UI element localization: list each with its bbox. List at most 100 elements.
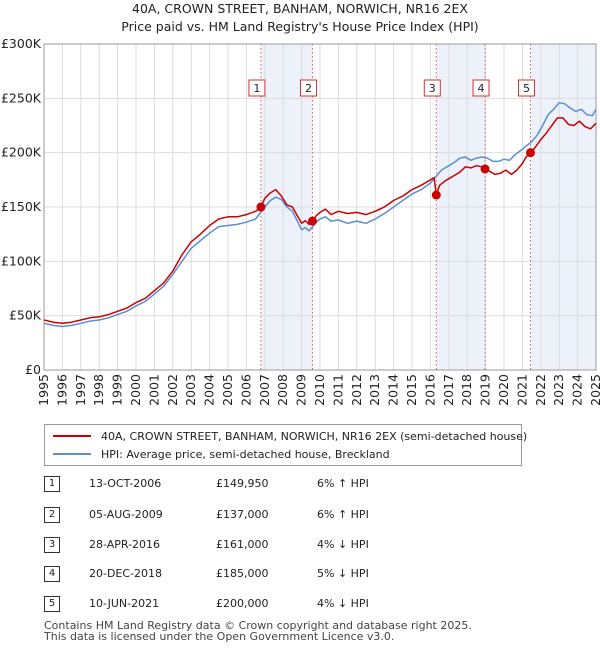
sale-points (256, 148, 535, 226)
x-tick-label: 2002 (165, 374, 180, 406)
sale-point (431, 190, 441, 200)
sale-point (525, 148, 535, 158)
sale-hpi-diff: 4% ↓ HPI (317, 538, 369, 551)
sale-marker-label: 1 (253, 82, 260, 95)
x-tick-label: 1995 (36, 374, 51, 406)
x-tick-label: 2014 (386, 374, 401, 406)
sale-point (307, 216, 317, 226)
sale-number-badge: 4 (44, 566, 60, 582)
x-tick-label: 2022 (533, 374, 548, 406)
sale-number-badge: 2 (44, 507, 60, 523)
x-tick-label: 2007 (257, 374, 272, 406)
x-tick-label: 2005 (220, 374, 235, 406)
sale-hpi-diff: 4% ↓ HPI (317, 597, 369, 610)
footer-copyright: Contains HM Land Registry data © Crown c… (44, 619, 472, 632)
x-tick-label: 1998 (91, 374, 106, 406)
sale-marker-1: 1 (248, 79, 266, 97)
x-tick-label: 2025 (588, 374, 600, 406)
y-tick-label: £250K (1, 90, 42, 105)
y-tick-label: £50K (9, 308, 42, 323)
sale-number-badge: 3 (44, 537, 60, 553)
x-tick-label: 2011 (330, 374, 345, 406)
y-tick-label: £150K (1, 199, 42, 214)
x-tick-label: 2020 (496, 374, 511, 406)
table-row: 2 05-AUG-2009 £137,000 6% ↑ HPI (44, 507, 564, 525)
sale-marker-2: 2 (299, 79, 317, 97)
chart-title: 40A, CROWN STREET, BANHAM, NORWICH, NR16… (132, 1, 468, 16)
y-tick-label: £200K (1, 145, 42, 160)
chart-title-block: 40A, CROWN STREET, BANHAM, NORWICH, NR16… (0, 0, 600, 36)
legend-item-property: 40A, CROWN STREET, BANHAM, NORWICH, NR16… (53, 427, 527, 445)
sale-marker-label: 4 (478, 82, 485, 95)
sale-date: 28-APR-2016 (89, 538, 161, 551)
plot-frame (43, 43, 597, 371)
sale-date: 05-AUG-2009 (89, 508, 163, 521)
chart-subtitle: Price paid vs. HM Land Registry's House … (121, 19, 479, 34)
x-tick-label: 2016 (422, 374, 437, 406)
x-tick-label: 2009 (294, 374, 309, 406)
x-tick-label: 1997 (73, 374, 88, 406)
sale-marker-5: 5 (517, 79, 535, 97)
footer: Contains HM Land Registry data © Crown c… (44, 620, 472, 642)
x-tick-label: 2019 (478, 374, 493, 406)
sale-markers: 1 2 3 4 5 (248, 79, 535, 97)
table-row: 1 13-OCT-2006 £149,950 6% ↑ HPI (44, 476, 564, 494)
x-tick-label: 2017 (441, 374, 456, 406)
legend-swatch-hpi (53, 453, 91, 455)
y-tick-label: £0 (25, 362, 41, 377)
x-tick-label: 2001 (146, 374, 161, 406)
x-tick-label: 2013 (367, 374, 382, 406)
grid (43, 43, 597, 371)
sale-marker-label: 3 (429, 82, 436, 95)
x-tick-label: 2023 (551, 374, 566, 406)
x-tick-label: 2003 (183, 374, 198, 406)
x-axis-ticks: 1995 1996 1997 1998 1999 2000 2001 2002 2003 2004… (36, 374, 600, 406)
sale-marker-box (299, 79, 317, 97)
series-lines (43, 101, 597, 328)
x-tick-label: 2021 (514, 374, 529, 406)
sale-marker-box (517, 79, 535, 97)
legend-swatch-property (53, 435, 91, 437)
legend-item-hpi: HPI: Average price, semi-detached house,… (53, 445, 390, 463)
sale-marker-label: 5 (523, 82, 530, 95)
sale-date: 20-DEC-2018 (89, 567, 163, 580)
sale-price: £161,000 (216, 538, 269, 551)
x-tick-label: 1996 (54, 374, 69, 406)
sale-date: 10-JUN-2021 (89, 597, 160, 610)
x-tick-label: 2004 (202, 374, 217, 406)
sale-point (480, 164, 490, 174)
sale-marker-box (248, 79, 266, 97)
y-tick-label: £300K (1, 36, 42, 51)
table-row: 4 20-DEC-2018 £185,000 5% ↓ HPI (44, 566, 564, 584)
table-row: 3 28-APR-2016 £161,000 4% ↓ HPI (44, 537, 564, 555)
sale-marker-box (472, 79, 490, 97)
legend-label-hpi: HPI: Average price, semi-detached house,… (101, 447, 390, 461)
x-tick-label: 2018 (459, 374, 474, 406)
sale-number-badge: 5 (44, 596, 60, 612)
sale-price: £149,950 (216, 477, 269, 490)
x-tick-label: 2010 (312, 374, 327, 406)
sale-marker-box (423, 79, 441, 97)
series-line-hpi (43, 101, 597, 328)
x-tick-label: 2000 (128, 374, 143, 406)
sale-date: 13-OCT-2006 (89, 477, 162, 490)
x-tick-label: 2015 (404, 374, 419, 406)
y-tick-label: £100K (1, 253, 42, 268)
sale-price: £137,000 (216, 508, 269, 521)
sale-marker-label: 2 (305, 82, 312, 95)
sale-hpi-diff: 6% ↑ HPI (317, 508, 369, 521)
x-tick-label: 2024 (570, 374, 585, 406)
sale-number-badge: 1 (44, 476, 60, 492)
x-tick-label: 1999 (110, 374, 125, 406)
footer-licence: This data is licensed under the Open Gov… (44, 630, 395, 643)
series-line-property (43, 117, 597, 325)
y-axis-ticks: £0 £50K £100K £150K £200K £250K £300K (1, 36, 42, 377)
sale-hpi-diff: 6% ↑ HPI (317, 477, 369, 490)
x-tick-label: 2008 (275, 374, 290, 406)
x-tick-label: 2006 (238, 374, 253, 406)
table-row: 5 10-JUN-2021 £200,000 4% ↓ HPI (44, 596, 564, 614)
sale-price: £185,000 (216, 567, 269, 580)
price-chart: 1 2 3 4 5 £0 £50K £100K £150K £200K £250K £300K 19… (1, 36, 600, 406)
sale-marker-4: 4 (472, 79, 490, 97)
sale-marker-3: 3 (423, 79, 441, 97)
